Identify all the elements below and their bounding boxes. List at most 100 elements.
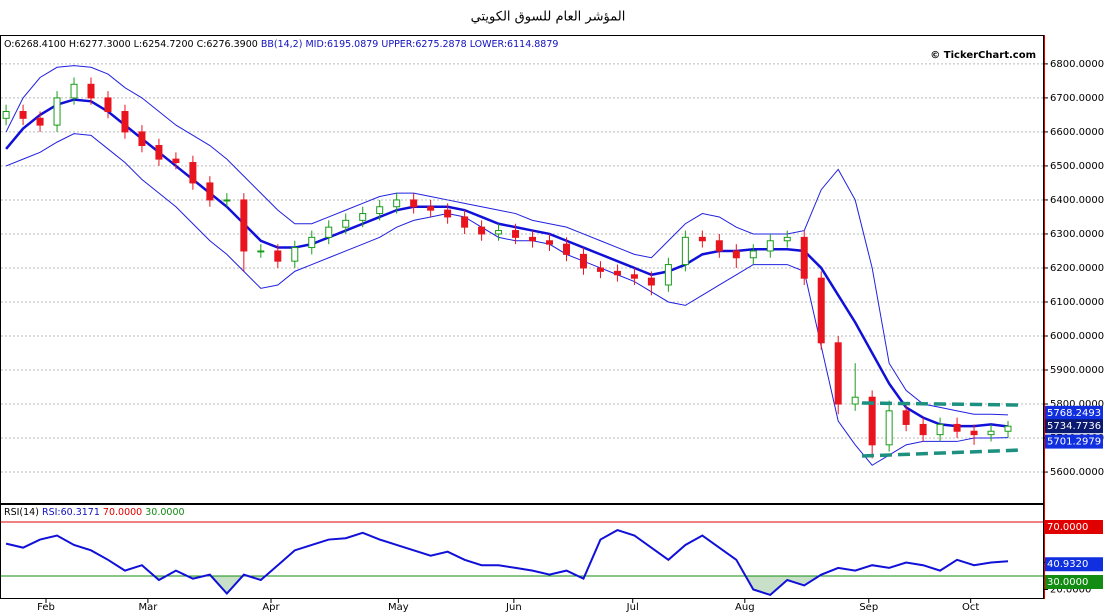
candle-body <box>885 410 893 446</box>
y-tick-label: 6600.0000 <box>1050 127 1104 138</box>
y-tick-label: 5900.0000 <box>1050 365 1104 376</box>
candle-body <box>444 209 452 218</box>
value-box <box>1045 405 1103 420</box>
rsi-legend: RSI(14) RSI:60.3171 70.0000 30.0000 <box>4 507 185 518</box>
legend-item: MID:6195.0879 <box>305 39 378 50</box>
candle-body <box>512 230 520 238</box>
candle-body <box>240 199 248 252</box>
candle-body <box>19 111 27 119</box>
legend-item: H:6277.3000 <box>69 39 131 50</box>
candle-body <box>359 213 367 221</box>
value-box <box>1045 574 1103 589</box>
candle-body <box>393 199 401 208</box>
candle-body <box>732 250 740 259</box>
value-box-label: 5701.2979 <box>1047 437 1101 448</box>
candle-body <box>308 236 316 249</box>
candle-body <box>546 240 554 245</box>
legend-item: O:6268.4100 <box>4 39 66 50</box>
y-tick-label: 6100.0000 <box>1050 297 1104 308</box>
y-tick-label: 20.0000 <box>1050 584 1091 595</box>
candle-body <box>562 243 570 255</box>
candle-body <box>902 410 910 425</box>
candle-body <box>970 430 978 436</box>
candle-body <box>817 277 825 344</box>
x-tick-label: Jul <box>626 602 639 613</box>
candle-body <box>410 199 418 208</box>
candle-body <box>223 199 231 202</box>
bollinger-band <box>5 133 1009 466</box>
x-tick-label: Jun <box>505 602 522 613</box>
candle-body <box>172 158 180 164</box>
candle-body <box>851 396 859 405</box>
candle-body <box>868 396 876 446</box>
x-tick-label: Oct <box>962 602 979 613</box>
candle-body <box>70 83 78 99</box>
candle-body <box>936 423 944 436</box>
candle-body <box>376 206 384 215</box>
y-tick-label: 6000.0000 <box>1050 331 1104 342</box>
candle-body <box>1004 425 1012 432</box>
x-tick-label: Feb <box>37 602 55 613</box>
candle-body <box>783 236 791 242</box>
legend-item: RSI:60.3171 <box>42 507 100 518</box>
candle-body <box>953 423 961 432</box>
value-box <box>1045 419 1103 434</box>
x-tick-label: Mar <box>138 602 158 613</box>
candle-body <box>749 250 757 259</box>
price-plot: 5600.00005700.00005800.00005900.00006000… <box>1 39 1104 613</box>
y-tick-label: 6800.0000 <box>1050 59 1104 70</box>
candle-body <box>579 253 587 269</box>
y-tick-label: 6500.0000 <box>1050 161 1104 172</box>
x-tick-label: Aug <box>735 602 755 613</box>
legend-item: 70.0000 <box>103 507 142 518</box>
candle-body <box>987 430 995 436</box>
candle-body <box>766 240 774 252</box>
rsi-line <box>5 529 1009 597</box>
value-box <box>1045 434 1103 449</box>
candle-body <box>274 250 282 262</box>
candle-body <box>596 267 604 272</box>
legend-item: 30.0000 <box>145 507 184 518</box>
candle-body <box>478 226 486 235</box>
value-box-label: 30.0000 <box>1047 577 1088 588</box>
candle-body <box>461 216 469 228</box>
candle-body <box>87 83 95 99</box>
value-box-label: 5734.7736 <box>1047 421 1101 432</box>
value-box <box>1045 557 1103 572</box>
candle-body <box>427 206 435 211</box>
candle-body <box>834 342 842 405</box>
candle-body <box>138 131 146 147</box>
rsi-panel-frame <box>0 504 1044 599</box>
candle-body <box>2 111 10 119</box>
legend-item: L:6254.7200 <box>134 39 194 50</box>
y-tick-label: 5800.0000 <box>1050 399 1104 410</box>
bollinger-band <box>5 65 1009 416</box>
legend-item: UPPER:6275.2878 <box>381 39 466 50</box>
candle-body <box>36 117 44 126</box>
candle-body <box>715 240 723 252</box>
y-tick-label: 6700.0000 <box>1050 93 1104 104</box>
candle-body <box>647 277 655 286</box>
y-tick-label: 6200.0000 <box>1050 263 1104 274</box>
y-tick-label: 5600.0000 <box>1050 467 1104 478</box>
ohlc-legend: O:6268.4100 H:6277.3000 L:6254.7200 C:62… <box>4 39 558 50</box>
value-box-label: 40.9320 <box>1047 559 1088 570</box>
x-tick-label: Sep <box>859 602 878 613</box>
candle-body <box>189 162 197 184</box>
y-tick-label: 6300.0000 <box>1050 229 1104 240</box>
legend-item: LOWER:6114.8879 <box>470 39 559 50</box>
candle-body <box>613 270 621 276</box>
channel-lower-annotation <box>861 448 1023 458</box>
bollinger-band <box>5 98 1009 428</box>
last-value-boxes: 5768.2493 5734.7736 5701.2979 70.0000 30.000… <box>1045 405 1103 589</box>
candle-body <box>698 236 706 242</box>
candle-body <box>206 182 214 201</box>
candle-body <box>529 236 537 242</box>
candle-body <box>155 145 163 160</box>
legend-item: RSI(14) <box>4 507 39 518</box>
candle-body <box>53 97 61 126</box>
candle-body <box>681 236 689 266</box>
candle-body <box>664 264 672 286</box>
